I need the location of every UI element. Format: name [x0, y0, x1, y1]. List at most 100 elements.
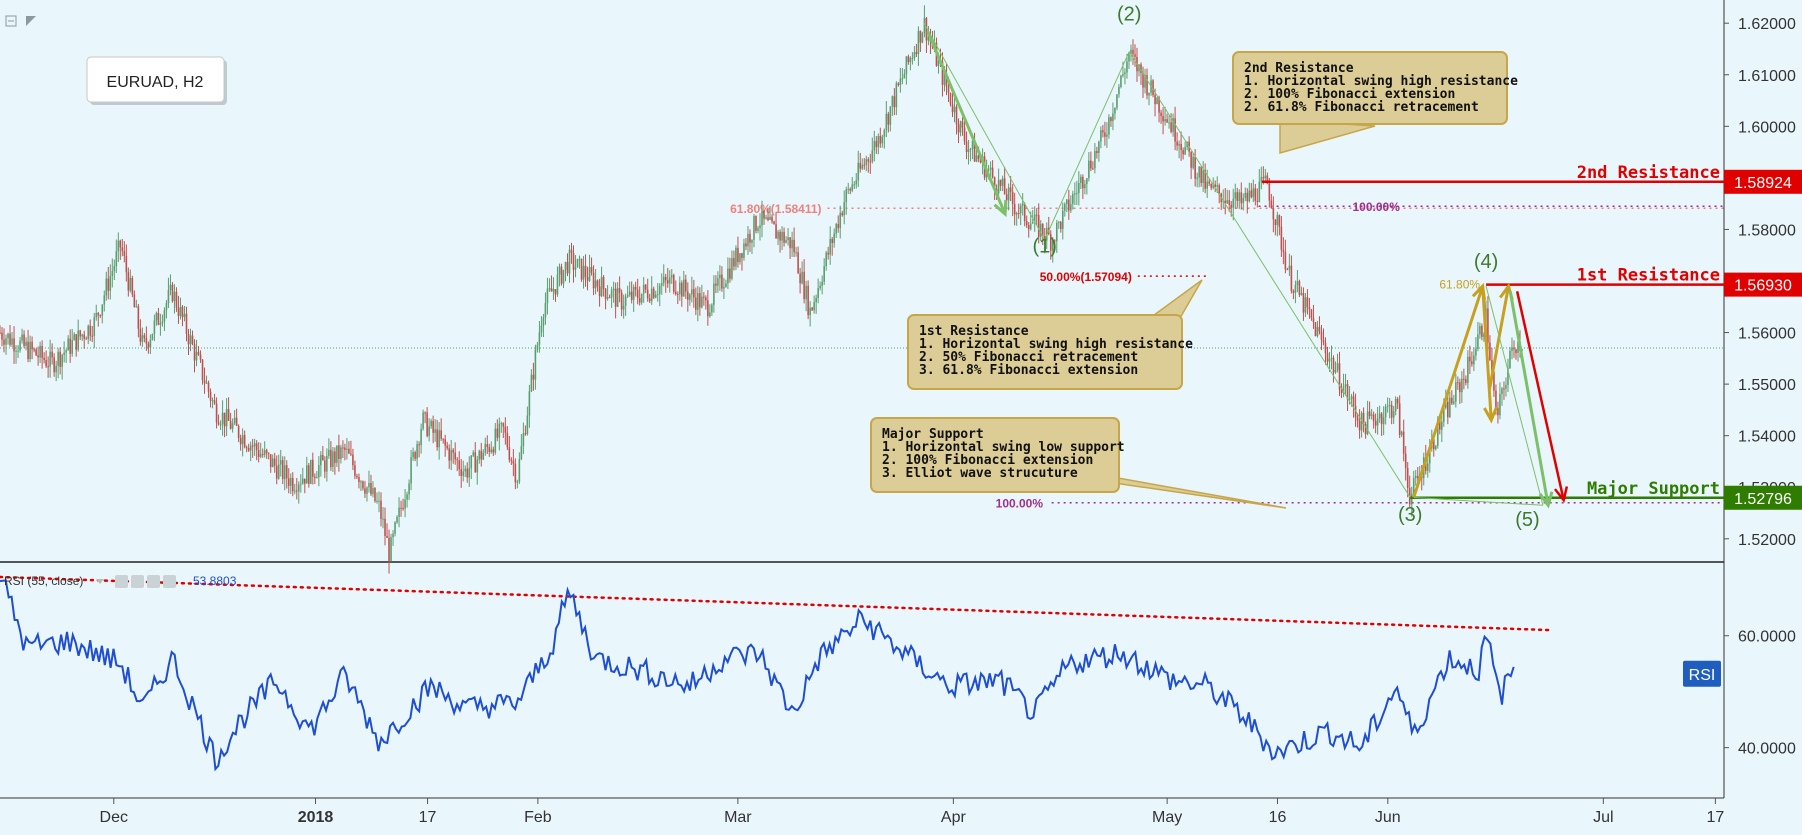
candle-body [1078, 183, 1080, 194]
candle-body [316, 477, 318, 479]
candle-body [737, 247, 739, 263]
collapse-icon[interactable] [5, 15, 17, 27]
candle-body [787, 237, 789, 240]
candle-body [863, 164, 866, 166]
candle-body [1116, 94, 1118, 108]
candle-body [241, 435, 244, 445]
candle-body [95, 312, 98, 318]
candle-body [229, 420, 232, 429]
candle-body [115, 251, 118, 266]
collapse-controls[interactable] [5, 15, 36, 27]
time-tick-label: Apr [941, 809, 967, 826]
candle-body [1509, 350, 1511, 368]
candle-body [5, 338, 7, 345]
candle-body [125, 255, 128, 273]
candle-body [678, 282, 681, 295]
annotation-line: 3. 61.8% Fibonacci extension [919, 363, 1138, 378]
candle-body [905, 56, 908, 75]
candle-body [941, 61, 944, 85]
candle-body [508, 447, 511, 460]
candle-body [19, 340, 21, 351]
candle-body [897, 83, 900, 85]
candle-body [632, 286, 635, 300]
candle-body [362, 481, 364, 489]
candle-body [480, 450, 483, 460]
candle-body [426, 412, 428, 436]
rsi-add-icon[interactable] [147, 575, 160, 588]
candle-body [113, 265, 116, 271]
candle-body [779, 231, 781, 241]
candle-body [616, 288, 619, 307]
candle-body [374, 487, 376, 502]
candle-body [899, 78, 902, 85]
candle-body [191, 335, 194, 345]
candle-body [719, 274, 721, 279]
candle-body [1288, 265, 1291, 270]
candle-body [1266, 175, 1269, 184]
candle-body [1204, 170, 1206, 189]
candle-body [1005, 194, 1008, 201]
candle-body [1114, 107, 1116, 114]
candle-body [536, 344, 539, 350]
candle-body [516, 481, 519, 483]
candle-body [1240, 192, 1243, 204]
rsi-settings-icon[interactable] [131, 575, 144, 588]
candle-body [9, 333, 11, 345]
fib-lines-group: 61.80%(1.58411) 50.00%(1.57094) 100.00% 100… [730, 200, 1724, 511]
candle-body [360, 481, 362, 483]
candle-body [1092, 168, 1094, 170]
candle-body [1049, 234, 1052, 251]
rsi-close-icon[interactable] [163, 575, 176, 588]
candle-body [85, 338, 88, 340]
candle-body [103, 295, 106, 305]
rsi-dropdown-icon[interactable] [96, 579, 104, 584]
rsi-eye-icon[interactable] [115, 575, 128, 588]
candle-body [717, 278, 719, 286]
candle-body [79, 330, 82, 337]
candle-body [1001, 178, 1004, 186]
candle-body [143, 335, 146, 338]
candle-body [1487, 308, 1489, 343]
candle-body [993, 177, 996, 190]
candle-body [145, 337, 148, 344]
candle-body [1501, 388, 1503, 395]
candle-body [670, 275, 673, 278]
candle-body [121, 247, 124, 252]
annotation-line: 1. Horizontal swing high resistance [919, 337, 1193, 352]
candle-body [1118, 86, 1120, 95]
candle-body [542, 317, 545, 326]
candle-body [953, 106, 956, 113]
candle-body [1284, 251, 1287, 270]
candle-body [318, 465, 320, 478]
time-tick-label: Jul [1593, 809, 1613, 826]
candle-body [273, 458, 276, 466]
candle-body [1168, 122, 1170, 124]
candle-body [1134, 54, 1136, 57]
candle-body [77, 330, 80, 350]
annotation-bg [907, 314, 1183, 390]
candle-body [701, 296, 703, 308]
candle-body [855, 180, 858, 185]
candle-body [370, 483, 372, 495]
candle-body [1162, 116, 1164, 122]
candle-body [1374, 420, 1377, 426]
candle-body [685, 279, 687, 292]
candle-body [1072, 193, 1074, 205]
flag-icon[interactable] [26, 16, 36, 26]
level-price-label: 1.58924 [1734, 175, 1792, 192]
rsi-tick-label: 60.0000 [1738, 629, 1796, 646]
candle-body [93, 317, 96, 337]
candle-body [396, 516, 398, 523]
candle-body [763, 210, 765, 219]
candle-body [592, 272, 595, 289]
candle-body [215, 403, 218, 423]
candle-body [1196, 177, 1198, 179]
candle-body [444, 439, 446, 446]
candle-body [1055, 222, 1058, 242]
candle-body [402, 508, 404, 510]
candle-body [1306, 297, 1309, 308]
candle-body [486, 444, 489, 448]
red-arrow-down-head [1553, 486, 1569, 503]
